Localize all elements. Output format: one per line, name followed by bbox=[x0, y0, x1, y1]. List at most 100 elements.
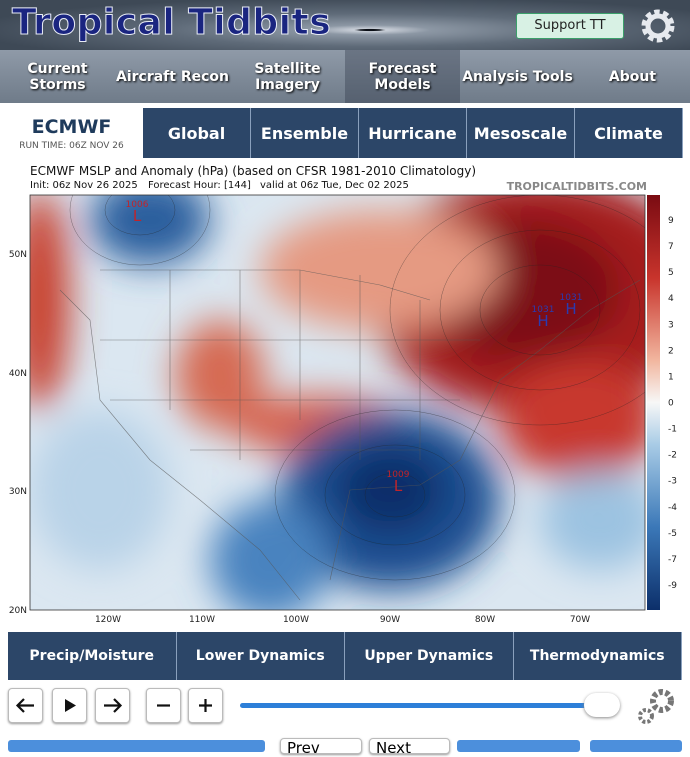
animation-settings[interactable] bbox=[634, 684, 680, 728]
play-button[interactable] bbox=[52, 688, 87, 723]
nav-item[interactable]: Current Storms bbox=[0, 50, 115, 103]
back-button[interactable] bbox=[8, 688, 43, 723]
pressure-value: 1006 bbox=[126, 200, 149, 210]
colorbar-label: 1 bbox=[668, 372, 674, 382]
colorbar-label: -2 bbox=[668, 451, 677, 461]
bottom-button[interactable] bbox=[457, 740, 580, 752]
model-tab-label: Ensemble bbox=[260, 123, 349, 143]
slider-thumb[interactable] bbox=[584, 693, 620, 717]
model-tab[interactable]: Ensemble bbox=[251, 108, 359, 158]
lat-label: 40N bbox=[9, 369, 27, 379]
model-box: ECMWF RUN TIME: 06Z NOV 26 bbox=[0, 108, 143, 158]
plus-button[interactable] bbox=[188, 688, 223, 723]
plus-icon bbox=[199, 699, 212, 712]
model-tab-label: Global bbox=[167, 123, 226, 143]
nav-item-label: Current Storms bbox=[27, 60, 88, 93]
lon-label: 90W bbox=[380, 615, 400, 625]
model-tab[interactable]: Climate bbox=[575, 108, 683, 158]
site-name: TROPICALTIDBITS.COM bbox=[507, 180, 647, 193]
model-tab-label: Mesoscale bbox=[473, 123, 568, 143]
lon-label: 80W bbox=[475, 615, 495, 625]
model-name: ECMWF bbox=[31, 116, 112, 138]
forecast-hour: Forecast Hour: [144] bbox=[148, 180, 251, 191]
category-tab[interactable]: Precip/Moisture bbox=[8, 632, 177, 680]
minus-button[interactable] bbox=[146, 688, 181, 723]
bottom-button[interactable] bbox=[8, 740, 265, 752]
colorbar-label: 7 bbox=[668, 242, 674, 252]
category-tabs: Precip/Moisture Lower Dynamics Upper Dynam… bbox=[8, 632, 682, 680]
forward-button[interactable] bbox=[95, 688, 130, 723]
category-tab-label: Precip/Moisture bbox=[29, 648, 155, 664]
nav-item[interactable]: Aircraft Recon bbox=[115, 50, 230, 103]
colorbar-label: 9 bbox=[668, 216, 674, 226]
map-labels: 50N 40N 30N 20N 120W 110W 100W 90W 80W 70W 9 7 5 4 3 2 1… bbox=[9, 200, 677, 625]
category-tab[interactable]: Lower Dynamics bbox=[176, 632, 345, 680]
nav-item[interactable]: Satellite Imagery bbox=[230, 50, 345, 103]
pressure-center: L bbox=[394, 477, 403, 495]
pressure-value: 1031 bbox=[560, 293, 583, 303]
lat-label: 30N bbox=[9, 487, 27, 497]
support-button[interactable]: Support TT bbox=[516, 13, 624, 39]
nav-item-label: Aircraft Recon bbox=[115, 68, 229, 85]
model-tab[interactable]: Mesoscale bbox=[467, 108, 575, 158]
colorbar-label: 0 bbox=[668, 399, 674, 409]
lon-label: 110W bbox=[189, 615, 215, 625]
model-tab[interactable]: Global bbox=[143, 108, 251, 158]
nav-item-label: Satellite Imagery bbox=[254, 60, 321, 93]
pressure-center: L bbox=[133, 207, 142, 225]
init-time: Init: 06z Nov 26 2025 bbox=[30, 180, 138, 191]
colorbar-label: -4 bbox=[668, 503, 677, 513]
colorbar-label: -1 bbox=[668, 425, 677, 435]
play-icon bbox=[65, 699, 76, 712]
logo[interactable]: Tropical Tidbits bbox=[11, 2, 332, 44]
pressure-center: H bbox=[537, 312, 548, 330]
category-tab-label: Upper Dynamics bbox=[364, 648, 494, 664]
model-tabs: Global Ensemble Hurricane Mesoscale Climate bbox=[143, 108, 683, 158]
map-panel: ECMWF MSLP and Anomaly (hPa) (based on C… bbox=[9, 164, 677, 625]
lon-label: 100W bbox=[283, 615, 309, 625]
map-title: ECMWF MSLP and Anomaly (hPa) (based on C… bbox=[30, 164, 476, 178]
nav-item[interactable]: Forecast Models bbox=[345, 50, 460, 103]
bottom-button[interactable] bbox=[590, 740, 682, 752]
colorbar-label: -7 bbox=[668, 555, 677, 565]
controls bbox=[0, 684, 690, 730]
colorbar-label: -5 bbox=[668, 529, 677, 539]
lon-label: 120W bbox=[95, 615, 121, 625]
back-icon bbox=[15, 698, 34, 713]
colorbar bbox=[647, 195, 660, 610]
main-nav: Current Storms Aircraft Recon Satellite Im… bbox=[0, 50, 690, 103]
colorbar-label: 2 bbox=[668, 346, 674, 356]
pressure-value: 1009 bbox=[387, 470, 410, 480]
model-tab-label: Climate bbox=[594, 123, 663, 143]
colorbar-label: 3 bbox=[668, 320, 674, 330]
nav-item-label: About bbox=[608, 68, 657, 85]
prev-button[interactable]: Prev bbox=[280, 738, 362, 757]
colorbar-label: 4 bbox=[668, 294, 674, 304]
model-tab[interactable]: Hurricane bbox=[359, 108, 467, 158]
colorbar-label: -9 bbox=[668, 581, 677, 591]
nav-item-label: Forecast Models bbox=[368, 60, 437, 93]
forward-icon bbox=[104, 698, 123, 713]
pressure-value: 1031 bbox=[532, 305, 555, 315]
model-tab-label: Hurricane bbox=[368, 123, 457, 143]
settings-icon[interactable] bbox=[636, 4, 680, 48]
nav-item[interactable]: About bbox=[575, 50, 690, 103]
category-tab-label: Thermodynamics bbox=[529, 648, 665, 664]
colorbar-label: 5 bbox=[668, 268, 674, 278]
pressure-center: H bbox=[565, 300, 576, 318]
anomaly-map bbox=[30, 195, 645, 610]
time-slider[interactable] bbox=[240, 703, 602, 708]
run-time: RUN TIME: 06Z NOV 26 bbox=[19, 141, 124, 151]
category-tab-label: Lower Dynamics bbox=[195, 648, 325, 664]
category-tab[interactable]: Thermodynamics bbox=[513, 632, 682, 680]
nav-item-label: Analysis Tools bbox=[462, 68, 573, 85]
nav-item[interactable]: Analysis Tools bbox=[460, 50, 575, 103]
colorbar-label: -3 bbox=[668, 477, 677, 487]
next-button[interactable]: Next bbox=[369, 738, 450, 757]
header: Tropical Tidbits Support TT bbox=[0, 0, 690, 50]
lat-label: 20N bbox=[9, 606, 27, 616]
category-tab[interactable]: Upper Dynamics bbox=[345, 632, 514, 680]
lat-label: 50N bbox=[9, 250, 27, 260]
minus-icon bbox=[157, 704, 170, 707]
